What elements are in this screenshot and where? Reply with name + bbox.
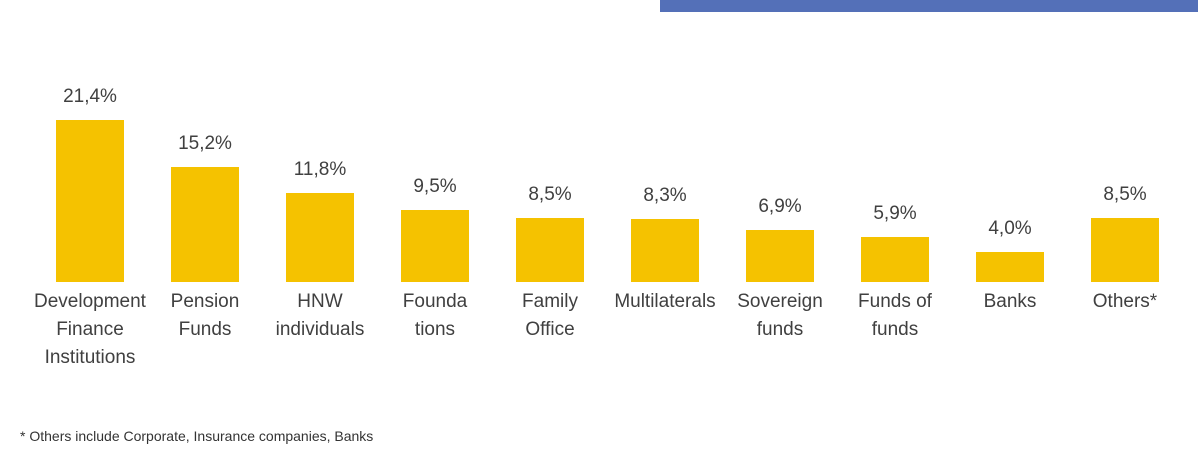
x-tick-label: HNW individuals	[275, 291, 365, 340]
value-label: 15,2%	[178, 132, 232, 154]
value-label: 9,5%	[413, 176, 457, 198]
bar	[56, 120, 124, 282]
x-tick-label: Sovereign funds	[737, 291, 823, 340]
bar	[1091, 217, 1159, 282]
x-tick-label: Family Office	[522, 291, 578, 340]
footnote: * Others include Corporate, Insurance co…	[20, 428, 374, 444]
x-tick-label: Multilaterals	[614, 291, 716, 312]
value-label: 11,8%	[293, 158, 347, 180]
x-tick-label: Founda tions	[402, 291, 468, 340]
x-tick-label: Pension Funds	[170, 291, 240, 340]
value-label: 8,3%	[643, 185, 687, 207]
value-label: 8,5%	[1103, 183, 1147, 205]
value-label: 4,0%	[988, 217, 1032, 239]
x-tick-label: Others*	[1092, 291, 1158, 312]
bar	[286, 192, 354, 282]
x-tick-label: Funds of funds	[858, 291, 932, 340]
bar	[631, 219, 699, 282]
x-tick-label: Development Finance Institutions	[34, 291, 146, 368]
bar	[401, 210, 469, 282]
bar	[746, 229, 814, 282]
value-label: 5,9%	[873, 203, 917, 225]
value-label: 6,9%	[758, 195, 802, 217]
header-band	[660, 0, 1198, 12]
bar	[976, 251, 1044, 282]
bar	[171, 166, 239, 282]
value-label: 21,4%	[63, 86, 117, 107]
bar	[516, 217, 584, 282]
value-label: 8,5%	[528, 183, 572, 205]
x-tick-label: Banks	[983, 291, 1037, 312]
bar	[861, 237, 929, 282]
